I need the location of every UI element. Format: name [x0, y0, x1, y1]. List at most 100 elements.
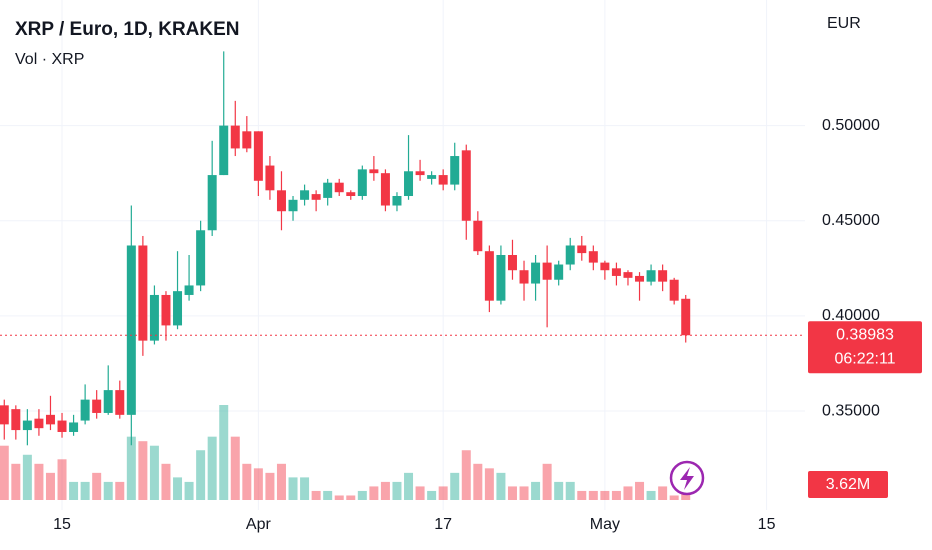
candle-body	[577, 245, 587, 254]
volume-bar	[207, 436, 217, 500]
volume-bar	[577, 490, 587, 500]
volume-bar	[565, 481, 575, 500]
candle-body	[404, 171, 414, 197]
volume-bar	[22, 454, 32, 500]
candle-body	[161, 294, 171, 326]
volume-bar	[149, 445, 159, 500]
candle-body	[588, 251, 598, 263]
volume-bar	[334, 495, 344, 500]
volume-bar	[450, 472, 460, 500]
volume-bar	[138, 441, 148, 500]
volume-bar	[427, 490, 437, 500]
x-tick-label: 15	[758, 516, 776, 533]
candle-body	[611, 268, 621, 276]
candle-body	[542, 262, 552, 280]
volume-bar	[34, 463, 44, 500]
volume-bar	[357, 490, 367, 500]
volume-bar	[554, 481, 564, 500]
volume-bar	[346, 495, 356, 500]
candle-body	[0, 405, 9, 425]
candle-body	[669, 279, 679, 301]
x-tick-label: 17	[434, 516, 452, 533]
candle-body	[392, 196, 402, 206]
volume-bar	[0, 445, 9, 500]
candle-body	[681, 298, 691, 336]
currency-label: EUR	[827, 15, 861, 32]
last-price-label: 0.38983	[836, 326, 894, 343]
volume-bar	[265, 472, 275, 500]
candle-body	[380, 173, 390, 206]
countdown-label: 06:22:11	[834, 350, 895, 367]
volume-bar	[219, 405, 229, 500]
candle-body	[80, 399, 90, 421]
candle-body	[554, 264, 564, 280]
volume-bar	[496, 472, 506, 500]
candle-body	[276, 190, 286, 212]
volume-bar	[323, 490, 333, 500]
volume-bar	[288, 477, 298, 500]
volume-bar	[519, 486, 529, 500]
volume-bar	[658, 486, 668, 500]
candle-body	[173, 291, 183, 326]
candle-body	[496, 255, 506, 301]
volume-bar	[173, 477, 183, 500]
volume-bar	[461, 450, 471, 500]
volume-bar	[473, 463, 483, 500]
candle-body	[415, 171, 425, 176]
volume-bar	[669, 495, 679, 500]
candle-body	[369, 169, 379, 174]
y-tick-label: 0.50000	[822, 117, 880, 134]
candle-body	[507, 255, 517, 271]
volume-legend: Vol · XRP	[15, 51, 84, 68]
candle-body	[242, 131, 252, 149]
volume-bar	[484, 468, 494, 500]
volume-bar	[161, 463, 171, 500]
axes: 0.35000 0.40000 0.45000 0.50000 15 Apr 17 May 15…	[53, 117, 922, 533]
volume-bar	[588, 490, 598, 500]
candle-body	[34, 418, 44, 429]
candle-body	[531, 262, 541, 284]
volume-bar	[300, 477, 310, 500]
volume-bar	[507, 486, 517, 500]
candle-body	[357, 169, 367, 197]
candle-body	[450, 156, 460, 185]
chart-title: XRP / Euro, 1D, KRAKEN	[15, 19, 240, 40]
candle-body	[461, 150, 471, 221]
candle-body	[334, 182, 344, 193]
volume-bar	[600, 490, 610, 500]
candle-body	[265, 165, 275, 191]
candle-body	[103, 390, 113, 413]
candle-body	[646, 270, 656, 282]
volume-bar	[646, 490, 656, 500]
volume-bar	[57, 459, 67, 500]
candle-body	[92, 399, 102, 413]
volume-bar	[542, 463, 552, 500]
candle-body	[149, 294, 159, 341]
candle-body	[300, 190, 310, 200]
volume-bar	[531, 481, 541, 500]
volume-bar	[369, 486, 379, 500]
x-tick-label: May	[590, 516, 620, 533]
volume-label: 3.62M	[826, 476, 870, 493]
volume-bar	[115, 481, 125, 500]
volume-bar	[196, 450, 206, 500]
volume-bar	[311, 490, 321, 500]
volume-bar	[438, 486, 448, 500]
candle-body	[184, 285, 194, 295]
candle-body	[126, 245, 136, 415]
volume-bar	[276, 463, 286, 500]
volume-bar	[623, 486, 633, 500]
volume-bar	[103, 481, 113, 500]
volume-bar	[11, 463, 21, 500]
volume-label-box	[808, 471, 888, 498]
candle-body	[196, 230, 206, 286]
candle-body	[45, 414, 55, 425]
candle-body	[427, 175, 437, 179]
volume-bar	[230, 436, 240, 500]
candle-body	[623, 272, 633, 278]
lightning-icon[interactable]	[669, 460, 705, 496]
y-tick-label: 0.45000	[822, 212, 880, 229]
volume-bar	[635, 481, 645, 500]
volume-bar	[45, 472, 55, 500]
